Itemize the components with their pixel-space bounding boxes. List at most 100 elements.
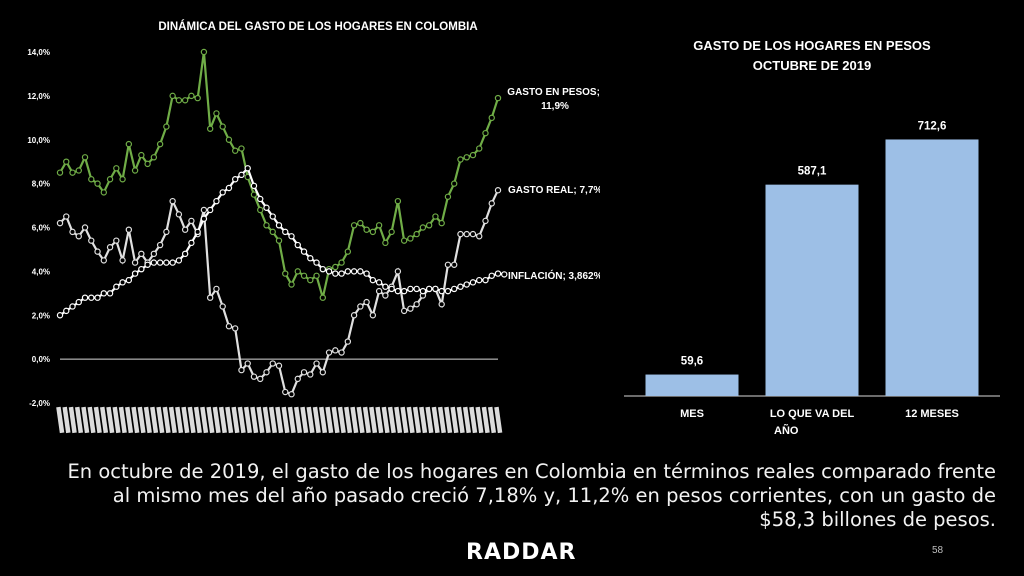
- data-point: [119, 279, 126, 286]
- data-point: [307, 371, 314, 378]
- x-tick-mark: [62, 406, 71, 434]
- bar-category-label: 12 MESES: [905, 408, 959, 420]
- data-point: [325, 268, 333, 275]
- x-tick-mark: [444, 406, 453, 434]
- x-tick-mark: [394, 406, 403, 434]
- x-tick-mark: [462, 406, 471, 434]
- data-point: [113, 283, 120, 290]
- data-point: [238, 145, 245, 152]
- x-tick-mark: [437, 406, 446, 434]
- data-point: [106, 244, 114, 251]
- data-point: [288, 391, 295, 398]
- data-point: [263, 369, 270, 376]
- x-tick-mark: [137, 406, 146, 434]
- page-number: 58: [932, 545, 944, 556]
- x-tick-mark: [68, 406, 77, 434]
- data-point: [169, 197, 176, 205]
- x-tick-mark: [181, 406, 190, 434]
- data-point: [63, 158, 70, 165]
- brand-logo: RADDAR: [466, 540, 577, 565]
- data-point: [451, 180, 458, 187]
- data-point: [94, 180, 101, 187]
- data-point: [131, 270, 139, 277]
- data-point: [125, 276, 133, 284]
- data-point: [451, 261, 458, 268]
- data-point: [382, 239, 389, 247]
- y-tick-label: 10,0%: [27, 136, 50, 145]
- data-point: [194, 228, 201, 236]
- data-point: [194, 94, 201, 102]
- x-tick-mark: [250, 406, 259, 434]
- data-point: [482, 217, 489, 225]
- bar-value-label: 587,1: [798, 166, 827, 178]
- data-point: [413, 285, 420, 293]
- series-labels: GASTO EN PESOS; 11,9% GASTO REAL; 7,7% I…: [507, 87, 600, 282]
- x-tick-mark: [293, 406, 303, 434]
- x-axis-tick-marks: [56, 406, 503, 434]
- data-point: [476, 145, 483, 152]
- data-point: [100, 290, 108, 297]
- series-label-gasto-real: GASTO REAL; 7,7%: [508, 185, 600, 196]
- data-point: [463, 154, 470, 161]
- x-tick-mark: [262, 406, 271, 434]
- data-point: [231, 176, 239, 183]
- x-tick-mark: [344, 406, 353, 434]
- data-point: [81, 294, 89, 301]
- x-tick-mark: [74, 406, 84, 434]
- data-point: [394, 197, 402, 205]
- data-point: [69, 303, 76, 310]
- data-point: [494, 270, 502, 277]
- data-point: [463, 230, 470, 238]
- data-point: [325, 349, 333, 356]
- data-point: [444, 287, 452, 295]
- data-point: [56, 312, 64, 319]
- data-point: [106, 176, 114, 183]
- data-point: [250, 373, 258, 380]
- x-tick-mark: [131, 406, 140, 434]
- x-tick-mark: [162, 406, 171, 434]
- data-point: [238, 366, 245, 374]
- y-tick-label: 8,0%: [32, 180, 50, 189]
- data-point: [150, 154, 158, 161]
- data-point: [438, 287, 445, 295]
- series-0: [56, 48, 502, 301]
- data-point: [275, 362, 283, 369]
- data-point: [319, 369, 326, 376]
- data-point: [350, 312, 358, 319]
- data-point: [163, 259, 170, 266]
- data-point: [56, 219, 64, 227]
- data-point: [206, 294, 214, 301]
- data-point: [269, 213, 276, 220]
- x-tick-mark: [350, 406, 359, 434]
- x-tick-mark: [431, 406, 440, 434]
- data-point: [425, 285, 433, 293]
- data-point: [332, 347, 339, 354]
- data-point: [150, 259, 158, 266]
- data-point: [263, 222, 270, 229]
- data-point: [332, 270, 339, 277]
- x-tick-mark: [475, 406, 484, 434]
- series-2: [56, 165, 508, 319]
- x-tick-mark: [362, 406, 371, 434]
- data-point: [344, 268, 352, 275]
- data-point: [269, 228, 276, 236]
- x-tick-mark: [256, 406, 265, 434]
- data-point: [350, 268, 358, 275]
- data-point: [294, 241, 301, 249]
- data-point: [100, 257, 108, 264]
- data-point: [413, 230, 420, 238]
- data-point: [313, 259, 320, 266]
- data-point: [225, 136, 233, 143]
- x-tick-mark: [494, 406, 503, 434]
- data-point: [275, 222, 283, 229]
- x-tick-mark: [406, 406, 415, 434]
- data-point: [138, 250, 145, 258]
- data-point: [282, 388, 289, 396]
- x-tick-mark: [356, 406, 365, 434]
- bar: [645, 374, 739, 396]
- x-tick-mark: [150, 406, 159, 434]
- x-tick-mark: [325, 406, 334, 434]
- data-point: [382, 292, 389, 299]
- data-point: [413, 301, 420, 308]
- bar: [885, 139, 979, 396]
